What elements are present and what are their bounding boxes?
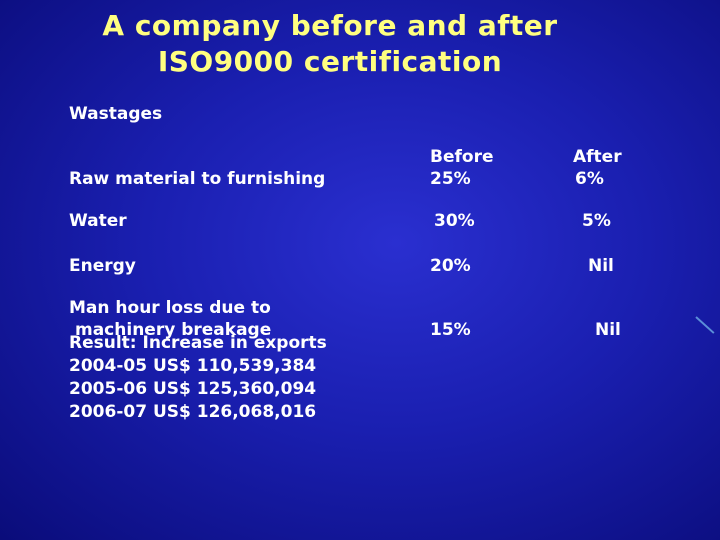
row-value-after: 5% xyxy=(582,211,611,231)
export-line-2004: 2004-05 US$ 110,539,384 xyxy=(69,356,317,376)
section-heading: Wastages xyxy=(69,104,163,124)
row-value-after: Nil xyxy=(595,320,621,340)
row-value-after: 6% xyxy=(575,169,604,189)
slide-title: A company before and after ISO9000 certi… xyxy=(0,8,660,80)
column-header-after: After xyxy=(573,147,622,167)
row-value-after: Nil xyxy=(588,256,614,276)
row-value-before: 25% xyxy=(430,169,471,189)
decorative-stroke xyxy=(695,316,715,334)
title-line-1: A company before and after xyxy=(102,9,558,42)
result-heading: Result: Increase in exports xyxy=(69,333,327,353)
row-label-energy: Energy xyxy=(69,256,136,276)
export-line-2006: 2006-07 US$ 126,068,016 xyxy=(69,402,317,422)
row-value-before: 15% xyxy=(430,320,471,340)
row-label-water: Water xyxy=(69,211,127,231)
row-value-before: 20% xyxy=(430,256,471,276)
export-line-2005: 2005-06 US$ 125,360,094 xyxy=(69,379,317,399)
row-label-man-hour-line-2: machinery breakage xyxy=(75,320,272,340)
column-header-before: Before xyxy=(430,147,494,167)
row-value-before: 30% xyxy=(434,211,475,231)
title-line-2: ISO9000 certification xyxy=(157,45,503,78)
row-label-man-hour-line-1: Man hour loss due to xyxy=(69,298,271,318)
row-label-raw-material: Raw material to furnishing xyxy=(69,169,326,189)
